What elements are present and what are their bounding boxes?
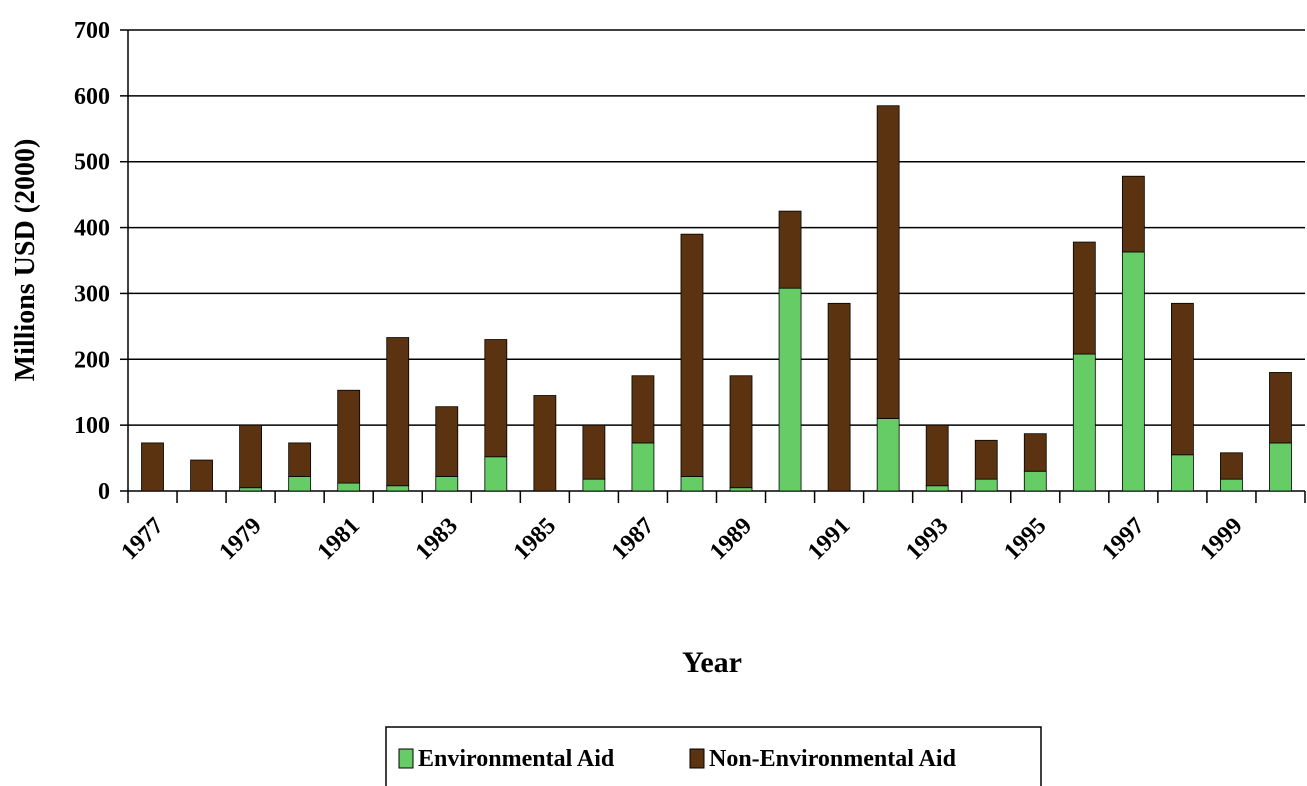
bar-segment: [729, 375, 753, 489]
bar-segment: [582, 478, 606, 492]
legend: Environmental Aid Non-Environmental Aid: [385, 726, 1042, 786]
bar-segment: [974, 439, 998, 480]
bar-segment: [876, 105, 900, 419]
x-tick-label: 1987: [607, 513, 659, 565]
bar-segment: [288, 476, 312, 492]
bar-segment: [435, 406, 459, 477]
bar-segment: [239, 424, 263, 489]
bar-segment: [582, 424, 606, 480]
bar-segment: [1170, 454, 1194, 492]
bar-segment: [729, 487, 753, 492]
bar-segment: [1269, 442, 1292, 492]
bar-segment: [386, 485, 410, 492]
bar-segment: [1121, 175, 1145, 253]
bar-segment: [1121, 251, 1145, 492]
bar-segment: [484, 456, 508, 492]
x-tick-label: 1979: [215, 513, 267, 565]
bar-segment: [288, 442, 312, 477]
x-tick-label: 1993: [901, 513, 953, 565]
bar-segment: [190, 459, 213, 492]
bar-segment: [827, 302, 851, 492]
y-tick-label: 600: [74, 84, 110, 110]
y-axis-title: Millions USD (2000): [10, 139, 41, 382]
bar-segment: [1072, 353, 1096, 492]
bar-segment: [1023, 470, 1047, 492]
bar-segment: [680, 476, 704, 492]
bar-segment: [141, 442, 164, 492]
x-tick-label: 1985: [509, 513, 561, 565]
bar-segment: [1170, 302, 1194, 456]
bar-segment: [484, 339, 508, 458]
bar-segment: [435, 476, 459, 492]
y-tick-label: 100: [74, 413, 110, 439]
bar-segment: [1269, 372, 1292, 444]
x-axis-title: Year: [682, 646, 742, 679]
x-tick-label: 1991: [803, 513, 855, 565]
bar-segment: [925, 485, 949, 492]
bar-segment: [778, 287, 802, 492]
bar-segment: [631, 442, 655, 492]
bar-segment: [1220, 478, 1243, 492]
bar-segment: [1023, 433, 1047, 472]
y-tick-label: 500: [74, 150, 110, 176]
y-tick-label: 400: [74, 216, 110, 242]
bar-segment: [631, 375, 655, 444]
y-tick-label: 300: [74, 281, 110, 307]
x-tick-label: 1981: [313, 513, 365, 565]
bar-segment: [876, 418, 900, 492]
x-tick-label: 1977: [116, 513, 168, 565]
legend-swatch: [689, 748, 705, 769]
legend-box: [385, 726, 1042, 786]
y-tick-label: 0: [98, 479, 110, 505]
legend-swatch: [398, 748, 414, 769]
y-tick-label: 200: [74, 347, 110, 373]
legend-label: Environmental Aid: [418, 746, 615, 772]
bar-segment: [925, 424, 949, 487]
x-tick-label: 1983: [411, 513, 463, 565]
x-tick-label: 1997: [1097, 513, 1149, 565]
bar-segment: [337, 389, 361, 484]
bar-segment: [680, 233, 704, 477]
y-tick-label: 700: [74, 18, 110, 44]
bar-segment: [239, 487, 263, 492]
bar-segment: [533, 395, 557, 492]
x-tick-label: 1989: [705, 513, 757, 565]
bar-segment: [1220, 452, 1243, 480]
bar-segment: [974, 478, 998, 492]
bar-segment: [337, 482, 361, 492]
x-tick-label: 1995: [999, 513, 1051, 565]
bar-segment: [386, 337, 410, 487]
bar-segment: [778, 210, 802, 289]
x-tick-label: 1999: [1195, 513, 1247, 565]
bar-segment: [1072, 241, 1096, 355]
legend-label: Non-Environmental Aid: [709, 746, 957, 772]
